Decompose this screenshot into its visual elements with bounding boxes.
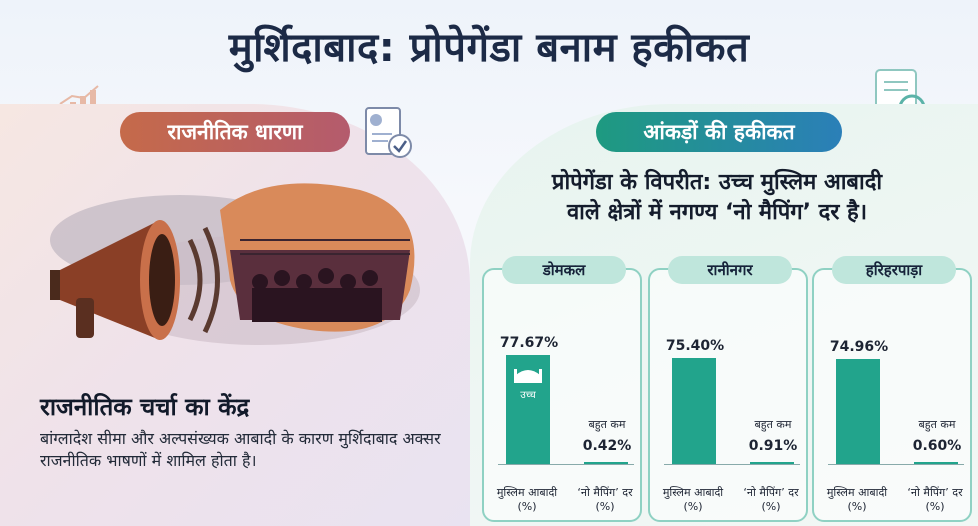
no-mapping-bar bbox=[750, 462, 794, 464]
region-card: डोमकल 77.67% उच्च बहुत कम 0.42% मुस्लिम आबादी… bbox=[482, 256, 642, 522]
muslim-population-value: 77.67% bbox=[499, 335, 559, 352]
no-mapping-value: 0.60% bbox=[912, 438, 962, 454]
no-mapping-value: 0.42% bbox=[582, 438, 632, 454]
left-description: बांग्लादेश सीमा और अल्पसंख्यक आबादी के क… bbox=[40, 429, 441, 470]
no-mapping-bar bbox=[914, 462, 958, 464]
high-label: उच्च bbox=[520, 390, 536, 402]
region-card: रानीनगर 75.40% बहुत कम 0.91% मुस्लिम आबादी (… bbox=[648, 256, 808, 522]
mosque-icon bbox=[514, 369, 542, 384]
no-mapping-value: 0.91% bbox=[748, 438, 798, 454]
muslim-population-caption: मुस्लिम आबादी (%) bbox=[662, 486, 724, 513]
muslim-population-caption: मुस्लिम आबादी (%) bbox=[826, 486, 888, 513]
baseline bbox=[664, 464, 800, 465]
region-card: हरिहरपाड़ा 74.96% बहुत कम 0.60% मुस्लिम आबाद… bbox=[812, 256, 972, 522]
megaphone-crowd-illustration bbox=[50, 183, 420, 345]
muslim-population-bar bbox=[672, 358, 716, 464]
page-title: मुर्शिदाबाद: प्रोपेगेंडा बनाम हकीकत bbox=[228, 25, 750, 71]
muslim-population-value: 74.96% bbox=[829, 339, 889, 356]
left-heading: राजनीतिक चर्चा का केंद्र bbox=[40, 393, 250, 421]
muslim-population-caption: मुस्लिम आबादी (%) bbox=[496, 486, 558, 513]
no-mapping-bar bbox=[584, 462, 628, 464]
no-mapping-caption: ‘नो मैपिंग’ दर (%) bbox=[577, 486, 633, 513]
region-name: डोमकल bbox=[502, 256, 626, 284]
political-perception-pill: राजनीतिक धारणा bbox=[120, 112, 350, 152]
data-reality-pill: आंकड़ों की हकीकत bbox=[596, 112, 842, 152]
very-low-label: बहुत कम bbox=[754, 418, 792, 431]
very-low-label: बहुत कम bbox=[588, 418, 626, 431]
muslim-population-value: 75.40% bbox=[665, 338, 725, 355]
document-check-icon bbox=[365, 107, 412, 158]
baseline bbox=[828, 464, 964, 465]
no-mapping-caption: ‘नो मैपिंग’ दर (%) bbox=[743, 486, 799, 513]
region-name: रानीनगर bbox=[668, 256, 792, 284]
baseline bbox=[498, 464, 634, 465]
right-heading-line1: प्रोपेगेंडा के विपरीत: उच्च मुस्लिम आबाद… bbox=[551, 170, 883, 195]
no-mapping-caption: ‘नो मैपिंग’ दर (%) bbox=[907, 486, 963, 513]
right-heading: प्रोपेगेंडा के विपरीत: उच्च मुस्लिम आबाद… bbox=[482, 168, 952, 228]
very-low-label: बहुत कम bbox=[918, 418, 956, 431]
right-heading-line2: वाले क्षेत्रों में नगण्य ‘नो मैपिंग’ दर … bbox=[566, 200, 868, 225]
region-name: हरिहरपाड़ा bbox=[832, 256, 956, 284]
muslim-population-bar bbox=[836, 359, 880, 464]
